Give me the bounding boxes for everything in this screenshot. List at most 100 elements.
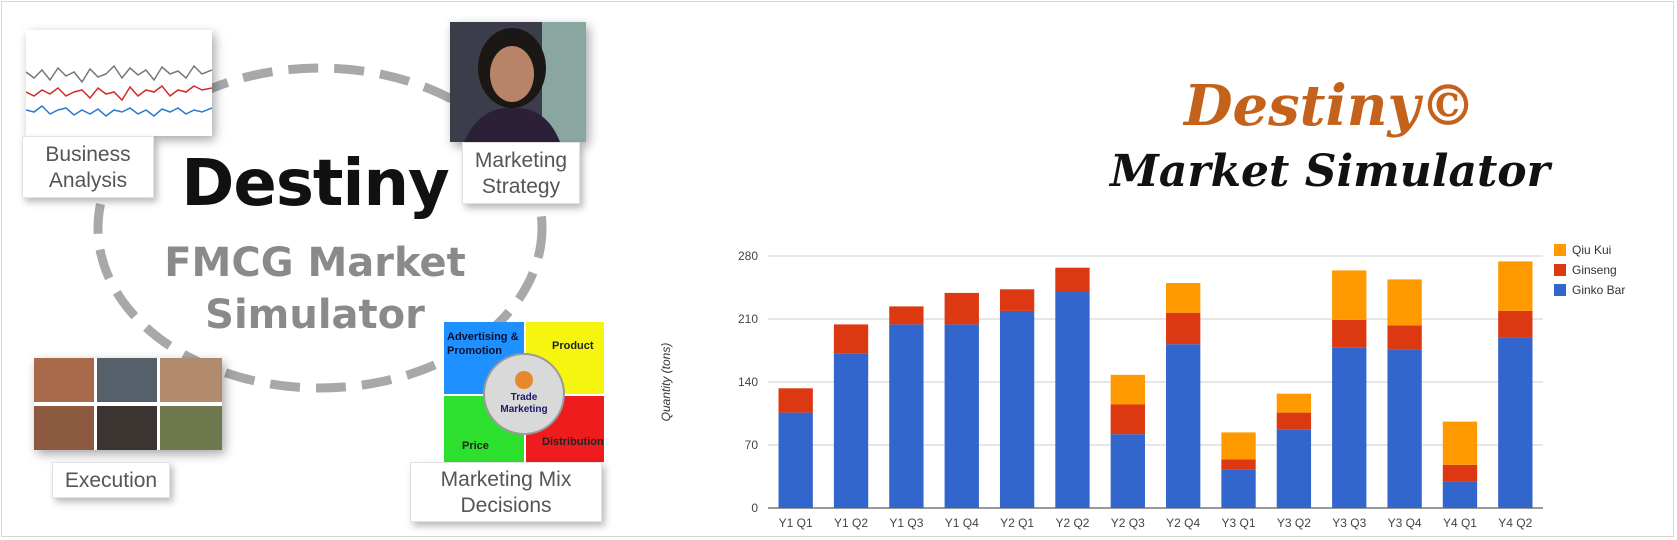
- legend-label: Ginko Bar: [1572, 283, 1625, 297]
- bar-segment: [833, 353, 869, 508]
- business-analysis-thumbnail: [26, 30, 212, 136]
- bar-segment: [1498, 310, 1533, 338]
- x-tick-label: Y4 Q2: [1498, 516, 1532, 530]
- puzzle-label-product: Product: [552, 340, 594, 352]
- collage-tile-6: [160, 406, 222, 450]
- marketing-strategy-card: Marketing Strategy: [462, 142, 580, 204]
- bar-segment: [1110, 404, 1145, 435]
- x-tick-label: Y4 Q1: [1443, 516, 1477, 530]
- bar-segment: [1332, 347, 1367, 508]
- bar-segment: [1442, 464, 1478, 482]
- bar-segment: [1055, 292, 1090, 508]
- bar-segment: [778, 412, 813, 508]
- bar-segment: [944, 324, 979, 508]
- puzzle-graphic: [444, 322, 604, 462]
- legend-label: Qiu Kui: [1572, 243, 1611, 257]
- bar-segment: [999, 289, 1035, 311]
- bar-segment: [1387, 349, 1422, 508]
- collage-tile-1: [34, 358, 94, 402]
- collage-tile-5: [97, 406, 157, 450]
- bar-segment: [1166, 344, 1201, 508]
- x-tick-label: Y2 Q2: [1055, 516, 1089, 530]
- bar-segment: [1332, 319, 1367, 348]
- puzzle-label-advertising: Advertising & Promotion: [447, 331, 519, 357]
- bar-segment: [1332, 270, 1367, 320]
- diagram-subtitle: FMCG Market Simulator: [164, 240, 466, 338]
- bar-segment: [1442, 481, 1478, 508]
- marketing-mix-puzzle: Advertising & Promotion Product Trade Ma…: [444, 322, 604, 462]
- x-tick-label: Y3 Q1: [1222, 516, 1256, 530]
- y-tick-label: 70: [745, 438, 759, 452]
- bar-segment: [1166, 312, 1201, 345]
- execution-collage: [34, 358, 222, 450]
- y-tick-label: 140: [738, 375, 758, 389]
- x-tick-label: Y3 Q2: [1277, 516, 1311, 530]
- photo-shoulders: [464, 107, 560, 142]
- x-tick-label: Y1 Q1: [779, 516, 813, 530]
- legend-swatch: [1554, 284, 1566, 296]
- execution-card: Execution: [52, 462, 170, 498]
- bar-segment: [999, 310, 1035, 508]
- bar-segment: [1221, 459, 1256, 470]
- brand-subtitle: Market Simulator: [1110, 146, 1550, 197]
- x-tick-label: Y1 Q3: [889, 516, 923, 530]
- photo-bg-window: [542, 22, 586, 142]
- execution-photo-grid: [34, 358, 222, 450]
- collage-tile-4: [34, 406, 94, 450]
- x-tick-label: Y1 Q2: [834, 516, 868, 530]
- photo-face: [490, 46, 534, 102]
- puzzle-center-bg: [483, 353, 565, 435]
- bar-segment: [1110, 374, 1145, 405]
- y-axis-title: Quantity (tons): [659, 343, 673, 422]
- x-tick-label: Y1 Q4: [945, 516, 979, 530]
- y-tick-label: 280: [738, 249, 758, 263]
- bar-segment: [944, 292, 979, 325]
- collage-tile-3: [160, 358, 222, 402]
- chart-legend: Qiu Kui Ginseng Ginko Bar: [1554, 243, 1625, 297]
- chart-axes: 0 70 140 210 280 Y1 Q1 Y1 Q2 Y1 Q3 Y1 Q4 Y2 Q1 Y2 …: [659, 249, 1533, 530]
- sparkline-red: [26, 84, 212, 102]
- x-tick-label: Y3 Q4: [1388, 516, 1422, 530]
- x-tick-label: Y3 Q3: [1332, 516, 1366, 530]
- x-tick-label: Y2 Q3: [1111, 516, 1145, 530]
- x-tick-label: Y2 Q4: [1166, 516, 1200, 530]
- marketing-strategy-photo: [450, 22, 586, 142]
- bar-segment: [1387, 279, 1422, 326]
- bar-segment: [1221, 432, 1256, 460]
- collage-tile-2: [97, 358, 157, 402]
- bar-segment: [1110, 434, 1145, 508]
- bar-segment: [889, 324, 924, 508]
- person-photo: [464, 22, 586, 142]
- legend-swatch: [1554, 244, 1566, 256]
- puzzle-label-trade: Trade Marketing: [500, 392, 548, 415]
- legend-swatch: [1554, 264, 1566, 276]
- legend-label: Ginseng: [1572, 263, 1617, 277]
- dashed-ring: [93, 63, 547, 393]
- marketing-mix-card: Marketing Mix Decisions: [410, 462, 602, 522]
- brand-title: Destiny©: [1183, 73, 1477, 139]
- y-tick-label: 210: [738, 312, 758, 326]
- bar-segment: [1498, 337, 1533, 508]
- chart-bars: [778, 261, 1533, 508]
- y-tick-label: 0: [751, 501, 758, 515]
- sparkline-blue: [26, 105, 212, 117]
- bar-segment: [1166, 283, 1201, 313]
- line-sparkline-image: [26, 64, 212, 117]
- bar-segment: [1276, 412, 1312, 430]
- bar-segment: [889, 306, 924, 325]
- bar-segment: [1276, 429, 1312, 508]
- diagram-title: Destiny: [181, 147, 449, 221]
- puzzle-center-icon: [515, 371, 533, 389]
- bar-segment: [1442, 421, 1478, 465]
- bar-segment: [1387, 325, 1422, 350]
- sparkline-gray: [26, 64, 212, 84]
- business-analysis-card: Business Analysis: [22, 136, 154, 198]
- bar-segment: [1055, 267, 1090, 292]
- bar-segment: [1221, 469, 1256, 508]
- bar-segment: [1498, 261, 1533, 311]
- bar-segment: [833, 324, 869, 354]
- bar-segment: [778, 388, 813, 413]
- chart-gridlines: [768, 255, 1543, 509]
- ring-diagram: [93, 63, 547, 393]
